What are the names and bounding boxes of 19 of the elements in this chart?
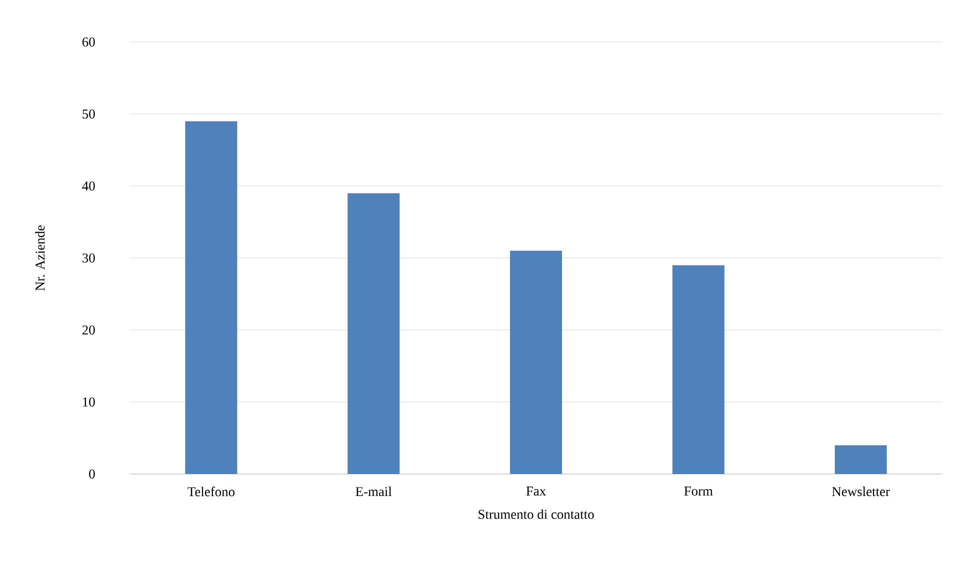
x-tick-label: Newsletter [832, 486, 890, 496]
y-tick-label: 0 [89, 469, 95, 479]
y-axis-title: Nr. Aziende [35, 225, 45, 291]
x-tick-label: Form [684, 486, 713, 496]
y-tick-label: 30 [82, 253, 95, 263]
y-tick-label: 10 [83, 397, 95, 407]
bar [185, 121, 238, 474]
x-axis-title: Strumento di contatto [478, 509, 594, 519]
x-tick-label: E-mail [356, 486, 392, 496]
y-tick-label: 40 [82, 181, 95, 191]
y-tick-label: 50 [82, 109, 95, 119]
y-tick-label: 20 [82, 325, 95, 335]
bar [348, 193, 400, 474]
x-tick-label: Telefono [188, 486, 235, 496]
y-tick-label: 60 [82, 37, 95, 47]
x-tick-label: Fax [526, 486, 546, 496]
bar [834, 445, 887, 474]
bar [672, 265, 724, 474]
bar [510, 250, 562, 474]
